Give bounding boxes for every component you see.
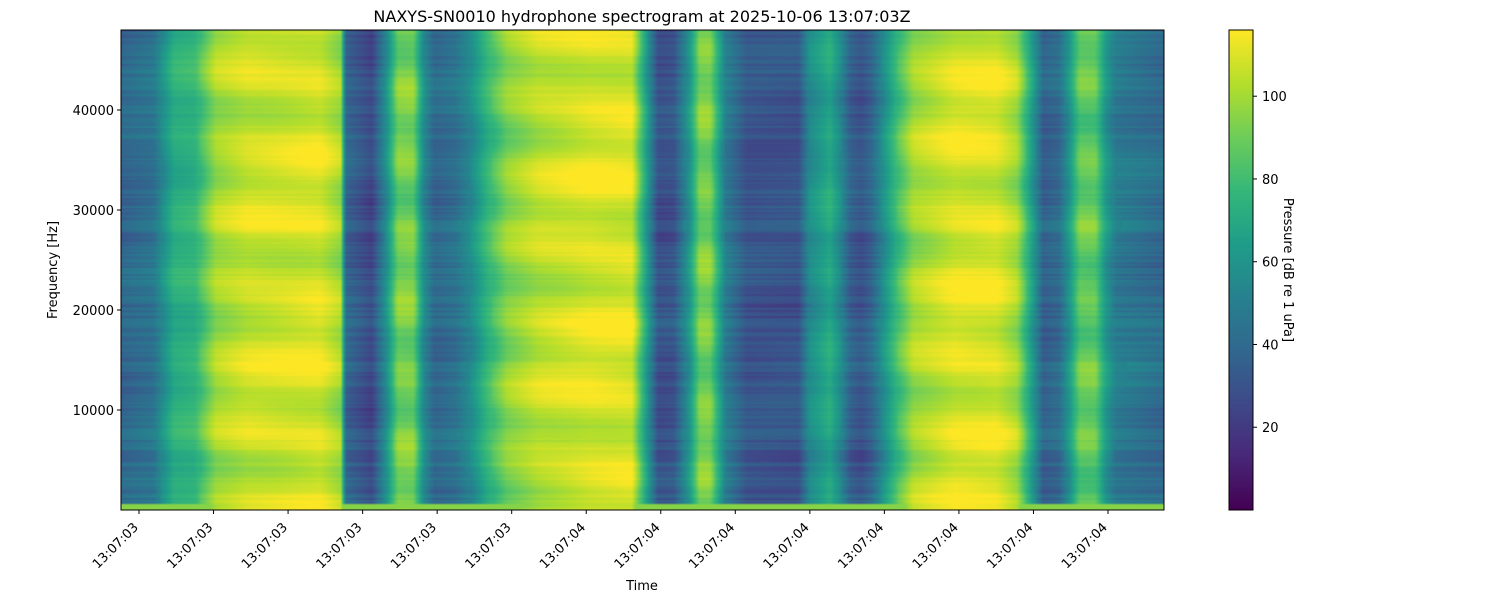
x-tick-label: 13:07:03 — [463, 520, 515, 572]
x-axis: 13:07:03 13:07:03 13:07:03 13:07:03 13:07:03… — [90, 510, 1111, 572]
x-tick-label: 13:07:03 — [90, 520, 142, 572]
y-tick-label: 10000 — [73, 404, 114, 419]
x-tick-label: 13:07:03 — [164, 520, 216, 572]
y-axis: 10000 20000 30000 40000 — [73, 104, 121, 419]
colorbar-frame — [1228, 29, 1254, 511]
x-tick-label: 13:07:04 — [537, 520, 589, 572]
colorbar-ticks: 20 40 60 80 100 — [1253, 90, 1287, 436]
x-tick-label: 13:07:04 — [1059, 520, 1111, 572]
x-tick-label: 13:07:04 — [612, 520, 664, 572]
colorbar-tick-label: 100 — [1262, 90, 1287, 105]
x-tick-label: 13:07:03 — [314, 520, 366, 572]
colorbar-tick-label: 80 — [1262, 173, 1279, 188]
x-tick-label: 13:07:04 — [835, 520, 887, 572]
spectrogram-image — [121, 30, 1164, 510]
x-tick-label: 13:07:04 — [761, 520, 813, 572]
x-tick-label: 13:07:03 — [239, 520, 291, 572]
y-tick-label: 30000 — [73, 204, 114, 219]
x-tick-label: 13:07:04 — [910, 520, 962, 572]
colorbar-tick-label: 20 — [1262, 421, 1279, 436]
plot-area — [120, 29, 1165, 511]
x-tick-label: 13:07:04 — [686, 520, 738, 572]
x-axis-label: Time — [625, 579, 658, 594]
chart-title: NAXYS-SN0010 hydrophone spectrogram at 2… — [373, 7, 910, 26]
colorbar-tick-label: 40 — [1262, 338, 1279, 353]
colorbar-label: Pressure [dB re 1 uPa] — [1280, 198, 1295, 342]
x-tick-label: 13:07:04 — [984, 520, 1036, 572]
colorbar-gradient — [1229, 30, 1253, 510]
colorbar-tick-label: 60 — [1262, 256, 1279, 271]
plot-frame — [120, 29, 1165, 511]
y-axis-label: Frequency [Hz] — [46, 221, 61, 319]
y-tick-label: 20000 — [73, 304, 114, 319]
x-tick-label: 13:07:03 — [388, 520, 440, 572]
colorbar: 20 40 60 80 100 Pressure [dB re 1 uPa] — [1228, 29, 1295, 511]
y-tick-label: 40000 — [73, 104, 114, 119]
